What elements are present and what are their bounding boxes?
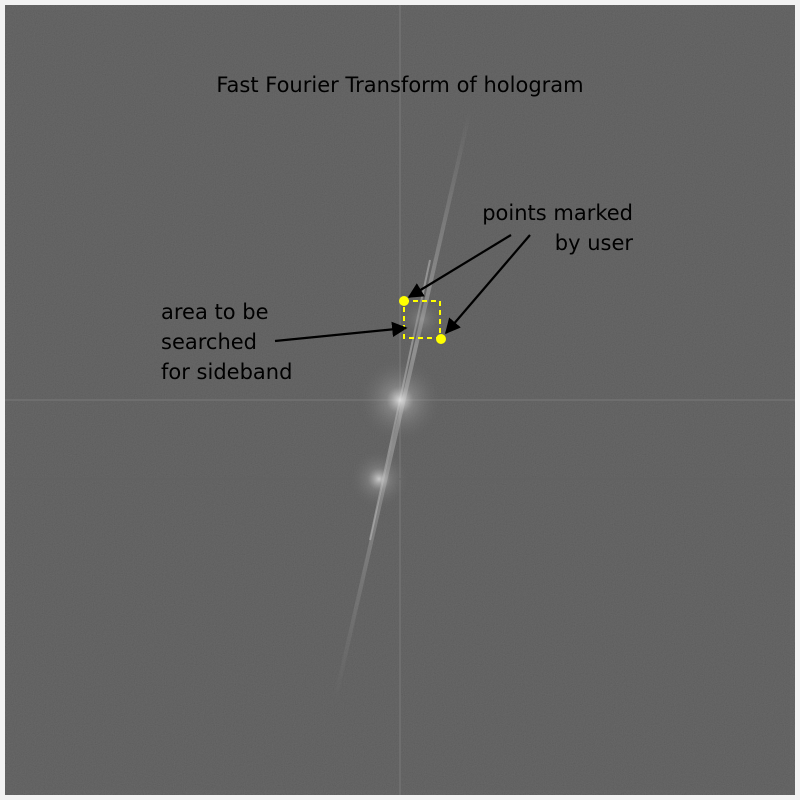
figure-title: Fast Fourier Transform of hologram [216,73,584,97]
arrow-icon [444,234,531,335]
search-area-box [403,300,441,339]
sideband-peak [347,447,411,511]
arrow-icon [407,234,512,298]
search-area-glow [396,293,448,345]
central-peak [355,355,445,445]
annotation-points-marked: points marked by user [482,201,633,255]
marker-point-icon [399,296,409,306]
arrow-icon [274,321,408,343]
annotation-search-area: area to be searched for sideband [161,300,293,384]
marker-point-icon [436,334,446,344]
